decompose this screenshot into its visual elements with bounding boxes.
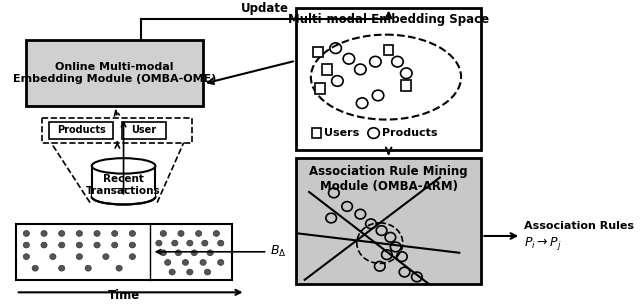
Ellipse shape <box>187 240 193 246</box>
Ellipse shape <box>169 269 175 275</box>
Ellipse shape <box>213 230 220 236</box>
Ellipse shape <box>85 265 92 271</box>
Bar <box>384 45 394 55</box>
Bar <box>49 122 113 139</box>
Ellipse shape <box>160 250 166 256</box>
Text: Products: Products <box>383 128 438 138</box>
Bar <box>122 122 166 139</box>
Text: Users: Users <box>324 128 360 138</box>
Ellipse shape <box>129 254 136 260</box>
Ellipse shape <box>111 242 118 248</box>
Bar <box>296 8 481 150</box>
Text: Association Rules: Association Rules <box>524 221 634 231</box>
Ellipse shape <box>59 230 65 236</box>
Ellipse shape <box>94 242 100 248</box>
Ellipse shape <box>191 250 197 256</box>
Ellipse shape <box>196 230 202 236</box>
Ellipse shape <box>76 230 83 236</box>
Ellipse shape <box>187 269 193 275</box>
Bar <box>16 224 232 280</box>
Bar <box>92 189 156 197</box>
Text: Products: Products <box>57 125 106 135</box>
Ellipse shape <box>218 240 224 246</box>
Ellipse shape <box>129 242 136 248</box>
Ellipse shape <box>178 230 184 236</box>
Ellipse shape <box>111 230 118 236</box>
Ellipse shape <box>160 230 166 236</box>
Bar <box>322 64 332 75</box>
Text: Association Rule Mining
Module (OMBA-ARM): Association Rule Mining Module (OMBA-ARM… <box>309 165 468 193</box>
Text: Update: Update <box>241 2 289 15</box>
Ellipse shape <box>202 240 208 246</box>
Text: $B_\Delta$: $B_\Delta$ <box>270 244 287 259</box>
Ellipse shape <box>92 158 156 174</box>
Ellipse shape <box>94 230 100 236</box>
Ellipse shape <box>103 254 109 260</box>
Bar <box>401 81 411 91</box>
Ellipse shape <box>41 230 47 236</box>
Ellipse shape <box>207 250 213 256</box>
Ellipse shape <box>204 269 211 275</box>
Bar <box>26 40 203 106</box>
Ellipse shape <box>59 242 65 248</box>
Bar <box>92 166 156 197</box>
Ellipse shape <box>59 265 65 271</box>
Ellipse shape <box>116 265 122 271</box>
Ellipse shape <box>23 230 29 236</box>
Ellipse shape <box>92 189 156 205</box>
Ellipse shape <box>200 260 206 265</box>
Ellipse shape <box>164 260 171 265</box>
Bar <box>296 158 481 284</box>
Ellipse shape <box>76 242 83 248</box>
Bar <box>313 47 323 57</box>
Text: $P_i \rightarrow P_j$: $P_i \rightarrow P_j$ <box>524 235 561 252</box>
Ellipse shape <box>172 240 178 246</box>
Ellipse shape <box>76 254 83 260</box>
Ellipse shape <box>41 242 47 248</box>
Bar <box>42 118 193 143</box>
Text: User: User <box>131 125 156 135</box>
Text: Multi-modal Embedding Space: Multi-modal Embedding Space <box>288 13 489 26</box>
Text: Online Multi-modal
Embedding Module (OMBA-OME): Online Multi-modal Embedding Module (OMB… <box>13 62 216 84</box>
Ellipse shape <box>32 265 38 271</box>
Bar <box>312 128 321 138</box>
Bar <box>315 83 324 94</box>
Ellipse shape <box>23 242 29 248</box>
Ellipse shape <box>218 260 224 265</box>
Text: Time: Time <box>108 289 140 302</box>
Text: Recent
Transactions: Recent Transactions <box>86 174 161 196</box>
Ellipse shape <box>182 260 189 265</box>
Ellipse shape <box>156 240 162 246</box>
Ellipse shape <box>50 254 56 260</box>
Ellipse shape <box>23 254 29 260</box>
Ellipse shape <box>175 250 181 256</box>
Ellipse shape <box>129 230 136 236</box>
